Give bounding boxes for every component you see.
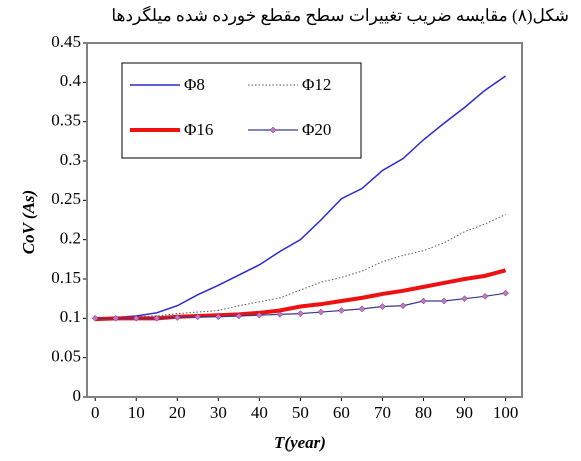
x-tick-label: 30 <box>210 403 227 422</box>
y-tick-label: 0.4 <box>60 71 82 90</box>
y-tick-label: 0.3 <box>60 150 81 169</box>
legend-label: Φ16 <box>184 120 213 139</box>
data-point <box>256 311 263 319</box>
y-tick-label: 0.25 <box>51 189 81 208</box>
data-point <box>194 313 202 321</box>
y-tick-label: 0.05 <box>51 347 81 366</box>
x-tick-label: 80 <box>415 403 432 422</box>
plot-frame <box>86 42 523 398</box>
y-tick-label: 0.15 <box>51 268 81 287</box>
y-tick-label: 0.2 <box>60 229 81 248</box>
x-tick-label: 60 <box>333 403 350 422</box>
x-tick-label: 20 <box>169 403 186 422</box>
series-line <box>95 75 507 320</box>
data-point <box>235 312 243 320</box>
x-tick-label: 100 <box>493 403 519 422</box>
chart-title: شکل(۸) مقایسه ضریب تغییرات سطح مقطع خورد… <box>111 6 569 25</box>
data-point <box>399 302 407 310</box>
data-point <box>132 314 140 322</box>
data-point <box>440 297 448 305</box>
data-point <box>153 314 161 322</box>
y-axis-title: CoV (As) <box>19 190 38 254</box>
data-point <box>481 292 489 300</box>
y-tick-label: 0.35 <box>51 111 81 130</box>
data-point <box>358 305 366 313</box>
x-tick-label: 50 <box>292 403 309 422</box>
legend-box <box>121 62 362 159</box>
data-point <box>338 307 345 314</box>
data-point <box>317 308 325 316</box>
x-tick-label: 10 <box>128 403 145 422</box>
legend-label: Φ20 <box>302 120 331 139</box>
data-point <box>379 303 386 310</box>
data-point <box>502 289 509 297</box>
y-tick-label: 0 <box>73 386 82 405</box>
x-tick-label: 0 <box>91 403 100 422</box>
data-point <box>276 311 284 318</box>
x-tick-label: 70 <box>374 403 391 422</box>
data-point <box>461 295 468 303</box>
data-point <box>420 297 427 305</box>
x-axis-title: T(year) <box>274 433 326 452</box>
y-tick-label: 0.45 <box>51 32 81 51</box>
legend-label: Φ8 <box>184 75 205 94</box>
x-tick-label: 90 <box>456 403 473 422</box>
data-point <box>112 314 120 322</box>
data-point <box>214 313 222 321</box>
data-point <box>297 310 304 317</box>
y-tick-label: 0.1 <box>60 307 81 326</box>
legend-label: Φ12 <box>302 75 331 94</box>
legend-marker <box>269 126 277 134</box>
data-point <box>91 314 99 322</box>
data-point <box>173 314 181 321</box>
x-tick-label: 40 <box>251 403 268 422</box>
